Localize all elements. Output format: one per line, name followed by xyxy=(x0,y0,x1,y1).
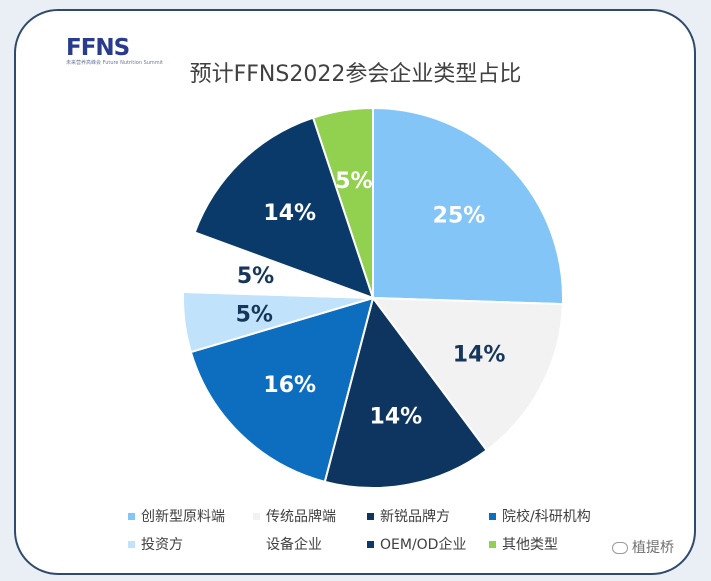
legend-item-other: 其他类型 xyxy=(489,534,558,554)
pie-slice-7 xyxy=(311,106,374,299)
legend-item-research-institutes: 院校/科研机构 xyxy=(489,506,591,526)
pie-data-label-7: 5% xyxy=(335,169,372,194)
pie-data-label-6: 14% xyxy=(263,201,316,226)
legend-label: 投资方 xyxy=(141,537,183,553)
pie-data-label-0: 25% xyxy=(433,204,486,229)
legend-label: 传统品牌端 xyxy=(266,509,336,525)
chart-legend: 创新型原料端 传统品牌端 新锐品牌方 院校/科研机构 投资方 设备企业 OEM/… xyxy=(128,506,688,562)
legend-item-equipment: 设备企业 xyxy=(253,534,322,554)
legend-swatch xyxy=(253,540,260,548)
legend-swatch xyxy=(128,540,135,548)
legend-swatch xyxy=(128,512,135,520)
legend-label: 设备企业 xyxy=(266,537,322,553)
legend-swatch xyxy=(367,540,374,548)
pie-data-label-3: 16% xyxy=(263,373,316,398)
legend-item-traditional-brands: 传统品牌端 xyxy=(253,506,336,526)
legend-swatch xyxy=(367,512,374,520)
legend-label: 院校/科研机构 xyxy=(502,509,591,525)
pie-slice-0 xyxy=(372,106,564,306)
pie-data-label-2: 14% xyxy=(370,404,423,429)
legend-swatch xyxy=(253,512,260,520)
pie-slice-1 xyxy=(370,296,564,452)
ffns-logo: FFNS 未来营养高峰会 Future Nutrition Summit xyxy=(66,35,164,76)
legend-row-1: 创新型原料端 传统品牌端 新锐品牌方 院校/科研机构 xyxy=(128,506,688,534)
legend-label: OEM/OD企业 xyxy=(380,537,467,553)
pie-slice-2 xyxy=(323,295,489,489)
legend-item-oem-od: OEM/OD企业 xyxy=(367,534,466,554)
logo-subtext: 未来营养高峰会 Future Nutrition Summit xyxy=(66,60,164,66)
legend-label: 创新型原料端 xyxy=(141,509,225,525)
chart-title: 预计FFNS2022参会企业类型占比 xyxy=(189,62,522,87)
pie-slice-3 xyxy=(189,296,375,484)
wechat-icon xyxy=(612,542,628,554)
legend-swatch xyxy=(489,512,496,520)
pie-slice-6 xyxy=(193,116,375,300)
legend-item-new-brands: 新锐品牌方 xyxy=(367,506,450,526)
pie-data-label-4: 5% xyxy=(236,302,273,327)
legend-swatch xyxy=(489,540,496,548)
legend-item-innovative-ingredients: 创新型原料端 xyxy=(128,506,225,526)
legend-item-investors: 投资方 xyxy=(128,534,183,554)
legend-row-2: 投资方 设备企业 OEM/OD企业 其他类型 xyxy=(128,534,688,562)
pie-data-label-5: 5% xyxy=(237,264,274,289)
watermark: 植提桥 xyxy=(612,537,674,557)
legend-label: 新锐品牌方 xyxy=(380,509,450,525)
watermark-text: 植提桥 xyxy=(632,540,674,556)
logo-text: FFNS xyxy=(66,35,130,61)
pie-data-label-1: 14% xyxy=(453,342,506,367)
legend-label: 其他类型 xyxy=(502,537,558,553)
